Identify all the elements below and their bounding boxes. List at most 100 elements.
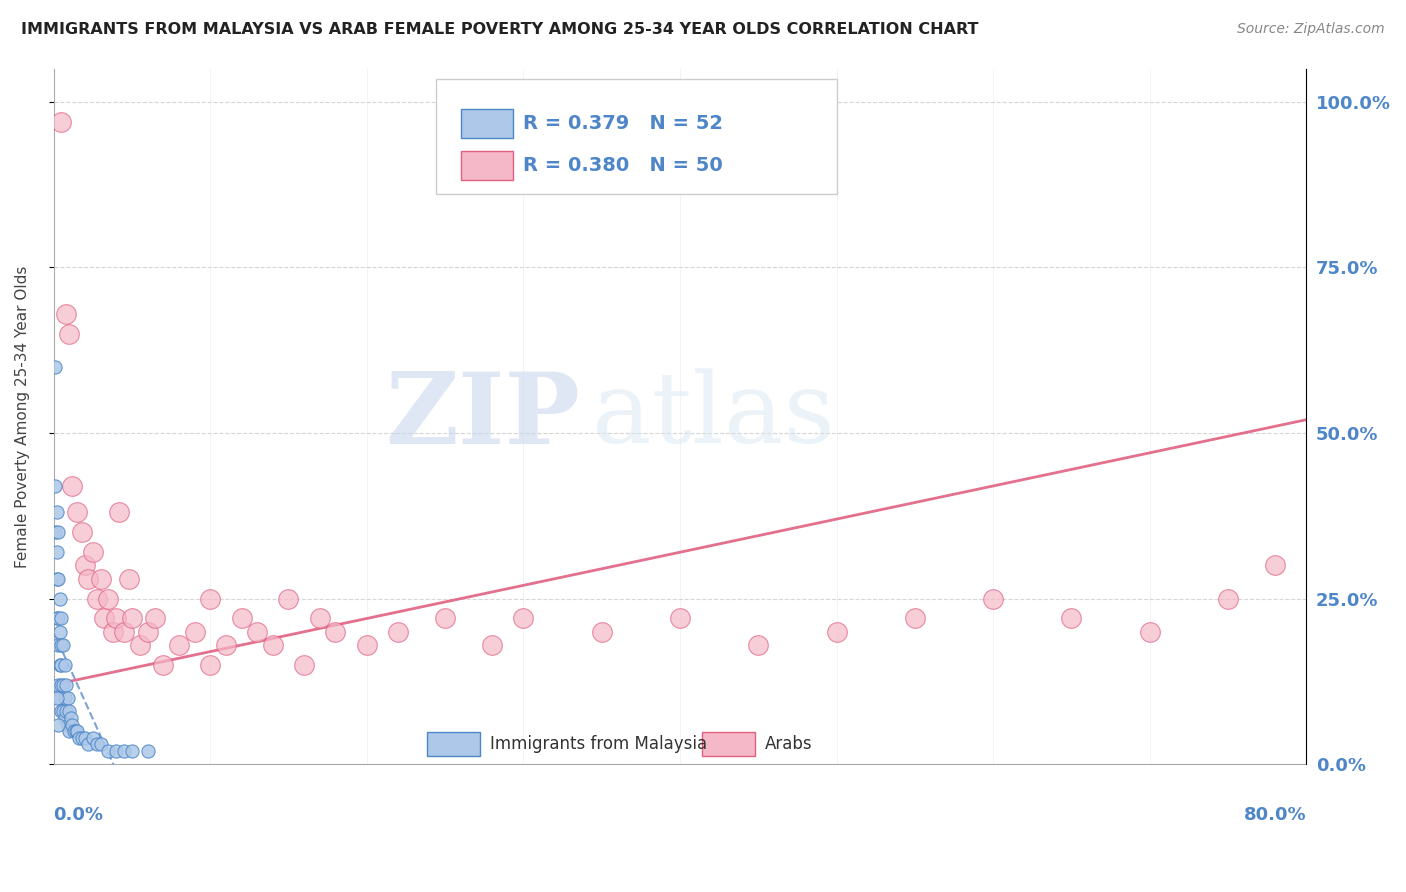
Text: atlas: atlas [592, 368, 835, 465]
Point [215, 638, 238, 652]
Point [825, 624, 848, 639]
Point [55, 704, 77, 718]
Point [51, 638, 73, 652]
Point [46, 638, 69, 652]
Point [277, 591, 299, 606]
Point [45, 691, 67, 706]
Point [52, 678, 75, 692]
Point [246, 624, 269, 639]
Point [82, 545, 104, 559]
Point [198, 591, 221, 606]
FancyBboxPatch shape [427, 732, 479, 756]
Point [93, 611, 115, 625]
Point [77, 572, 100, 586]
Point [46, 717, 69, 731]
Point [63, 724, 86, 739]
Point [118, 572, 141, 586]
Point [1216, 591, 1239, 606]
Text: IMMIGRANTS FROM MALAYSIA VS ARAB FEMALE POVERTY AMONG 25-34 YEAR OLDS CORRELATIO: IMMIGRANTS FROM MALAYSIA VS ARAB FEMALE … [21, 22, 979, 37]
Point [86, 738, 108, 752]
Text: Source: ZipAtlas.com: Source: ZipAtlas.com [1237, 22, 1385, 37]
Text: 80.0%: 80.0% [1244, 806, 1306, 824]
Point [90, 738, 112, 752]
Point [308, 611, 330, 625]
Point [53, 657, 76, 672]
Point [52, 638, 75, 652]
Text: ZIP: ZIP [385, 368, 579, 465]
Point [56, 717, 79, 731]
Point [45, 545, 67, 559]
Point [86, 591, 108, 606]
Point [45, 611, 67, 625]
Point [44, 525, 66, 540]
Text: R = 0.380   N = 50: R = 0.380 N = 50 [523, 156, 723, 175]
Point [981, 591, 1004, 606]
Point [669, 611, 692, 625]
Text: Arabs: Arabs [765, 735, 813, 753]
Point [136, 744, 159, 758]
Point [82, 731, 104, 745]
Point [53, 691, 76, 706]
Point [51, 114, 73, 128]
Point [55, 307, 77, 321]
Point [128, 638, 150, 652]
Point [136, 624, 159, 639]
Point [51, 611, 73, 625]
Point [152, 657, 174, 672]
Point [1060, 611, 1083, 625]
FancyBboxPatch shape [703, 732, 755, 756]
Point [101, 624, 124, 639]
Point [167, 638, 190, 652]
Text: 0.0%: 0.0% [53, 806, 104, 824]
Text: R = 0.379   N = 52: R = 0.379 N = 52 [523, 114, 723, 133]
Text: Immigrants from Malaysia: Immigrants from Malaysia [489, 735, 707, 753]
Point [90, 572, 112, 586]
Point [108, 506, 131, 520]
Point [44, 479, 66, 493]
Point [121, 611, 143, 625]
Point [591, 624, 613, 639]
Point [105, 744, 128, 758]
Point [262, 638, 284, 652]
Point [49, 691, 72, 706]
Point [387, 624, 409, 639]
Point [46, 572, 69, 586]
Point [70, 525, 93, 540]
Point [52, 704, 75, 718]
Point [231, 611, 253, 625]
Point [46, 611, 69, 625]
FancyBboxPatch shape [461, 151, 513, 180]
Point [59, 711, 82, 725]
Y-axis label: Female Poverty Among 25-34 Year Olds: Female Poverty Among 25-34 Year Olds [15, 265, 30, 567]
Point [97, 744, 120, 758]
Point [904, 611, 927, 625]
Point [46, 525, 69, 540]
Point [49, 624, 72, 639]
Point [65, 724, 87, 739]
Point [53, 711, 76, 725]
Point [66, 724, 89, 739]
Point [512, 611, 534, 625]
Point [112, 744, 135, 758]
Point [325, 624, 347, 639]
Point [58, 704, 80, 718]
Point [55, 678, 77, 692]
Point [1139, 624, 1161, 639]
Point [44, 359, 66, 374]
Point [49, 591, 72, 606]
Point [434, 611, 457, 625]
Point [58, 724, 80, 739]
Point [73, 731, 96, 745]
Point [1264, 558, 1286, 573]
Point [73, 558, 96, 573]
Point [46, 678, 69, 692]
Point [97, 591, 120, 606]
Point [58, 326, 80, 341]
Point [292, 657, 315, 672]
Point [56, 691, 79, 706]
Point [481, 638, 503, 652]
Point [145, 611, 167, 625]
Point [70, 731, 93, 745]
Point [60, 479, 83, 493]
Point [67, 731, 90, 745]
